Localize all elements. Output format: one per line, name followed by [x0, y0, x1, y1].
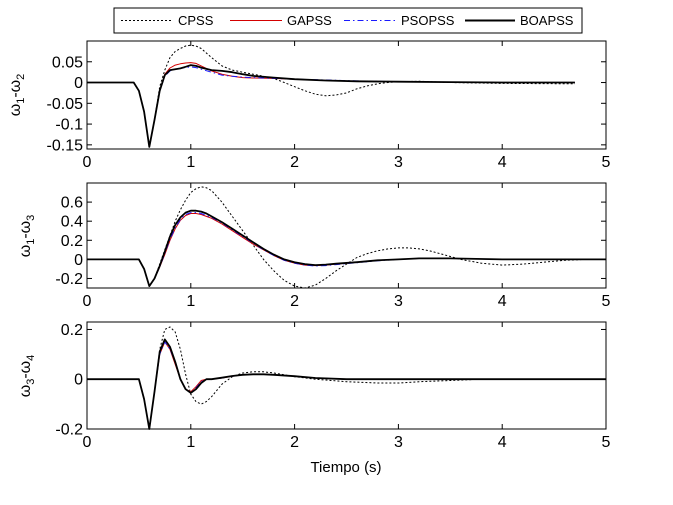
series-lines: [87, 44, 575, 148]
y-ticks: 0.6 0.4 0.2 0 -0.2: [55, 195, 606, 288]
y-axis-label: ω3-ω4: [17, 355, 37, 398]
y-tick-label: -0.1: [55, 117, 83, 134]
plot-area: [86, 40, 607, 150]
series-line-boapss: [87, 209, 606, 288]
y-tick-label: -0.05: [47, 96, 84, 113]
x-tick-label: 0: [83, 434, 92, 451]
legend-label-cpss: CPSS: [178, 13, 214, 28]
legend-label-boapss: BOAPSS: [520, 13, 574, 28]
x-tick-label: 4: [498, 293, 507, 310]
y-tick-label: -0.2: [55, 422, 83, 439]
y-tick-label: 0.05: [52, 54, 83, 71]
series-line-cpss: [87, 186, 606, 289]
y-tick-label: 0: [74, 372, 83, 389]
series-line-boapss: [87, 64, 575, 148]
x-tick-label: 5: [602, 434, 611, 451]
y-ticks: 0.2 0 -0.2: [55, 322, 606, 439]
x-tick-label: 4: [498, 154, 507, 171]
x-ticks: 0 1 2 3 4 5: [83, 41, 611, 171]
series-line-cpss: [87, 326, 606, 430]
x-ticks: 0 1 2 3 4 5: [83, 322, 611, 451]
x-tick-label: 0: [83, 293, 92, 310]
y-tick-label: 0.2: [61, 322, 83, 339]
legend-label-gapss: GAPSS: [287, 13, 332, 28]
series-lines: [87, 326, 606, 430]
y-tick-label: 0: [74, 75, 83, 92]
series-lines: [87, 186, 606, 289]
legend: CPSS GAPSS PSOPSS BOAPSS: [113, 7, 583, 34]
legend-label-psopss: PSOPSS: [401, 13, 455, 28]
x-tick-label: 2: [290, 154, 299, 171]
x-tick-label: 3: [394, 293, 403, 310]
x-tick-label: 1: [186, 434, 195, 451]
x-tick-label: 0: [83, 154, 92, 171]
x-tick-label: 3: [394, 434, 403, 451]
y-tick-label: -0.15: [47, 137, 84, 154]
series-line-cpss: [87, 44, 575, 148]
series-line-boapss: [87, 338, 606, 430]
y-tick-label: -0.2: [55, 271, 83, 288]
x-tick-label: 5: [602, 154, 611, 171]
x-tick-label: 1: [186, 154, 195, 171]
y-axis-label: ω1-ω3: [17, 215, 37, 258]
y-tick-label: 0.6: [61, 195, 83, 212]
x-tick-label: 3: [394, 154, 403, 171]
y-tick-label: 0: [74, 252, 83, 269]
x-tick-label: 4: [498, 434, 507, 451]
x-ticks: 0 1 2 3 4 5: [83, 183, 611, 310]
x-axis-label: Tiempo (s): [310, 459, 381, 476]
y-axis-label: ω1-ω2: [7, 74, 27, 117]
y-ticks: 0.05 0 -0.05 -0.1 -0.15: [47, 54, 606, 154]
y-tick-label: 0.2: [61, 233, 83, 250]
x-tick-label: 2: [290, 434, 299, 451]
plot-area: [86, 321, 607, 430]
x-tick-label: 5: [602, 293, 611, 310]
subplot-omega1-omega2: 0.05 0 -0.05 -0.1 -0.15 0 1 2 3 4 5 ω1-ω2: [7, 40, 611, 171]
y-tick-label: 0.4: [61, 214, 83, 231]
x-tick-label: 1: [186, 293, 195, 310]
plot-area: [86, 182, 607, 289]
x-tick-label: 2: [290, 293, 299, 310]
